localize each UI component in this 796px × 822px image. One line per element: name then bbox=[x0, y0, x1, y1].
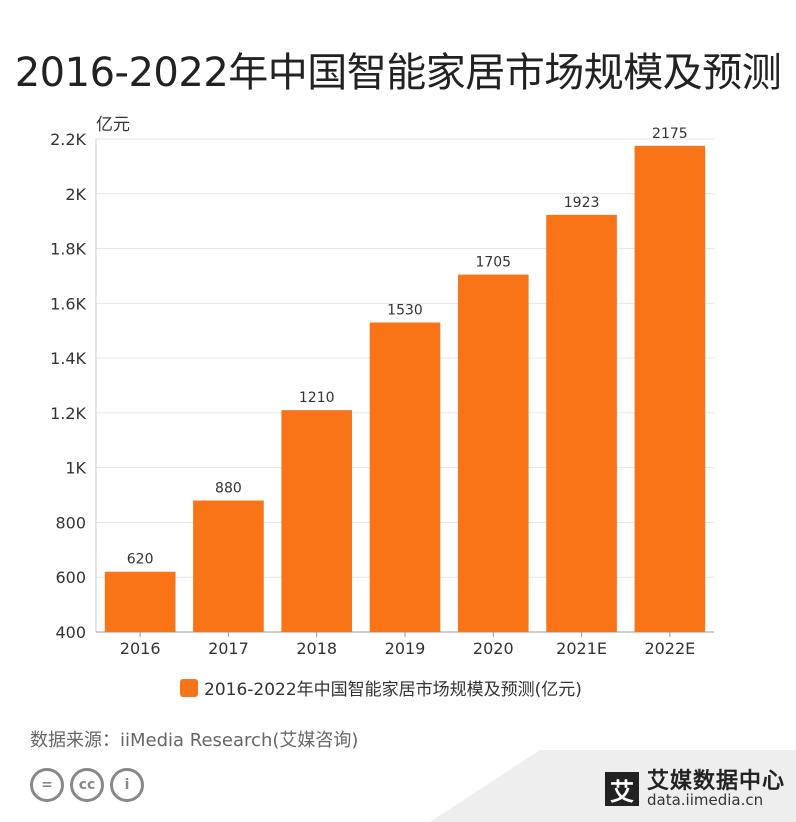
license-icons: = cc i bbox=[30, 768, 144, 802]
y-tick-label: 1.2K bbox=[50, 404, 86, 423]
x-tick-label: 2018 bbox=[296, 639, 337, 658]
brand: 艾 艾媒数据中心 data.iimedia.cn bbox=[605, 770, 785, 809]
y-tick-label: 1.4K bbox=[50, 349, 86, 368]
creative-commons-icon: cc bbox=[70, 768, 104, 802]
bar bbox=[634, 145, 706, 632]
brand-name: 艾媒数据中心 bbox=[647, 769, 786, 794]
y-axis-unit: 亿元 bbox=[96, 115, 130, 135]
y-tick-label: 1K bbox=[65, 459, 86, 478]
no-derivatives-icon: = bbox=[30, 768, 64, 802]
y-tick-label: 800 bbox=[55, 513, 86, 532]
data-label: 880 bbox=[215, 481, 242, 497]
bar bbox=[104, 571, 176, 632]
data-label: 1210 bbox=[299, 390, 335, 406]
brand-logo-icon: 艾 bbox=[605, 772, 639, 807]
y-tick-label: 400 bbox=[55, 623, 86, 642]
x-tick-label: 2019 bbox=[385, 639, 426, 658]
y-tick-label: 1.8K bbox=[50, 240, 86, 259]
x-tick-label: 2020 bbox=[473, 639, 514, 658]
y-tick-label: 2K bbox=[65, 185, 86, 204]
y-tick-label: 1.6K bbox=[50, 294, 86, 313]
x-tick-label: 2017 bbox=[208, 639, 249, 658]
y-tick-label: 600 bbox=[55, 568, 86, 587]
data-source: 数据来源：iiMedia Research(艾媒咨询) bbox=[30, 730, 359, 751]
data-label: 1705 bbox=[475, 255, 511, 271]
legend-swatch bbox=[180, 678, 198, 697]
attribution-icon: i bbox=[110, 768, 144, 802]
brand-url: data.iimedia.cn bbox=[647, 791, 764, 810]
x-tick-label: 2022E bbox=[644, 639, 695, 658]
legend-label: 2016-2022年中国智能家居市场规模及预测(亿元) bbox=[204, 680, 582, 700]
bar bbox=[546, 214, 617, 632]
data-label: 1530 bbox=[387, 303, 423, 319]
bar bbox=[193, 500, 264, 632]
x-tick-label: 2016 bbox=[120, 639, 161, 658]
y-tick-label: 2.2K bbox=[50, 130, 86, 149]
data-label: 1923 bbox=[564, 195, 600, 211]
data-label: 620 bbox=[127, 552, 154, 568]
data-label: 2175 bbox=[652, 126, 688, 142]
legend[interactable]: 2016-2022年中国智能家居市场规模及预测(亿元) bbox=[180, 675, 582, 700]
x-tick-label: 2021E bbox=[556, 639, 607, 658]
chart-title: 2016-2022年中国智能家居市场规模及预测 bbox=[14, 50, 782, 96]
bar bbox=[281, 410, 353, 632]
bar bbox=[457, 274, 529, 632]
bar bbox=[369, 322, 441, 632]
